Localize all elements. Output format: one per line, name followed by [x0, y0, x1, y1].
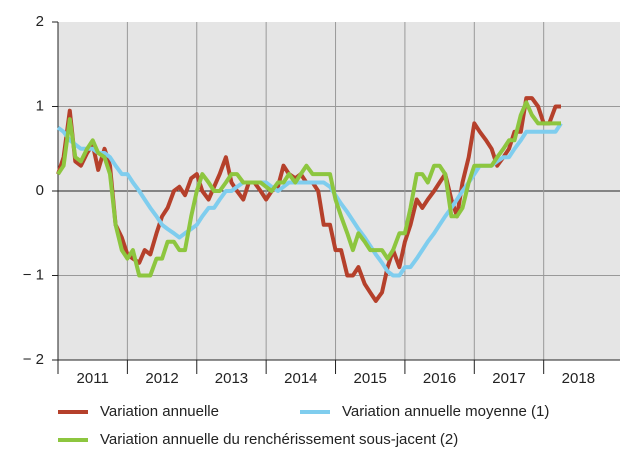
x-tick-label: 2013 [215, 370, 248, 387]
y-tick-label: 1 [36, 97, 44, 114]
y-tick-label: − 1 [23, 266, 44, 283]
legend-label: Variation annuelle [100, 403, 219, 420]
x-tick-label: 2011 [77, 370, 109, 387]
y-tick-label: 0 [36, 182, 44, 199]
x-tick-label: 2018 [562, 370, 595, 387]
x-tick-label: 2014 [284, 370, 317, 387]
legend-label: Variation annuelle du renchérissement so… [100, 431, 458, 448]
x-tick-label: 2015 [354, 370, 387, 387]
x-tick-label: 2017 [492, 370, 525, 387]
y-tick-label: 2 [36, 13, 44, 30]
x-tick-label: 2012 [145, 370, 178, 387]
y-tick-label: − 2 [23, 351, 44, 368]
legend-label: Variation annuelle moyenne (1) [342, 403, 549, 420]
series-line [56, 100, 561, 278]
series-line [56, 122, 563, 278]
x-tick-label: 2016 [423, 370, 456, 387]
